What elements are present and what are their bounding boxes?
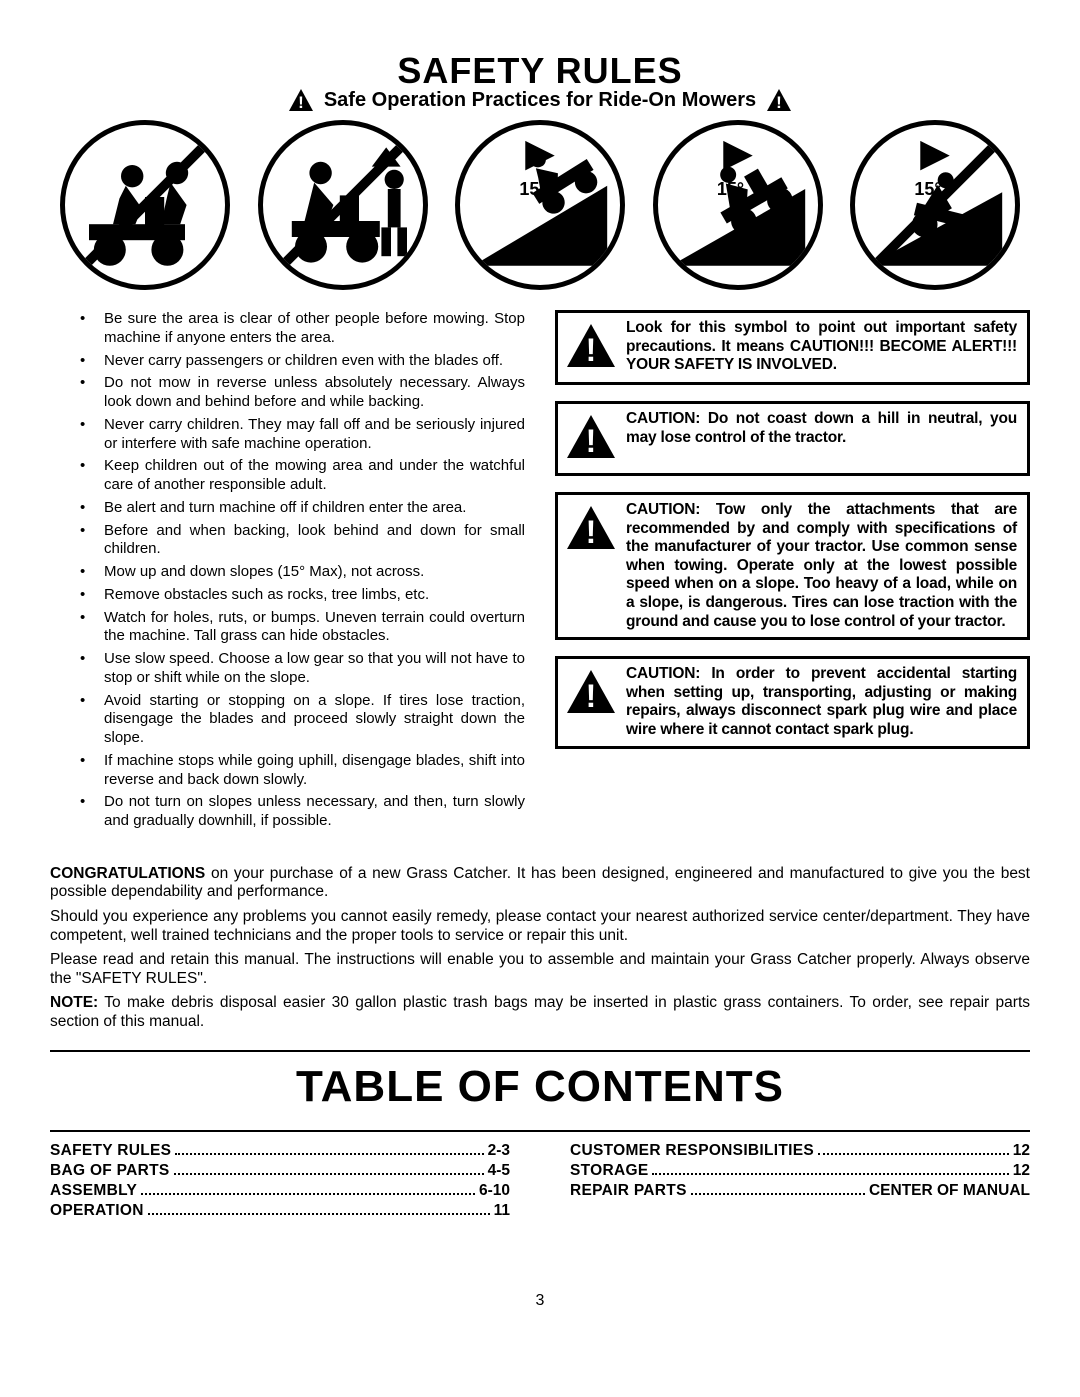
toc-row: ASSEMBLY 6-10 — [50, 1182, 510, 1200]
safety-bullet: Watch for holes, ruts, or bumps. Uneven … — [80, 609, 525, 647]
toc-row: BAG OF PARTS 4-5 — [50, 1162, 510, 1180]
caution-text: Look for this symbol to point out import… — [626, 319, 1017, 375]
toc-page: 2-3 — [488, 1142, 510, 1160]
caution-box: ! CAUTION: In order to prevent accidental… — [555, 656, 1030, 748]
toc-row: STORAGE 12 — [570, 1162, 1030, 1180]
safety-bullet: Before and when backing, look behind and… — [80, 522, 525, 560]
pictogram-no-reverse — [258, 120, 428, 290]
safety-bullet: Use slow speed. Choose a low gear so tha… — [80, 650, 525, 688]
pictogram-no-passenger — [60, 120, 230, 290]
pictogram-slope-tipover: 15° — [455, 120, 625, 290]
safety-bullet: Be alert and turn machine off if childre… — [80, 499, 525, 518]
warning-icon: ! — [288, 88, 314, 112]
svg-text:!: ! — [776, 93, 782, 112]
pictogram-slope-across: 15° — [850, 120, 1020, 290]
toc-label: BAG OF PARTS — [50, 1162, 170, 1180]
pictogram-row: 15° 15° — [50, 120, 1030, 290]
safety-bullet: Never carry children. They may fall off … — [80, 416, 525, 454]
toc-page: 6-10 — [479, 1182, 510, 1200]
svg-text:!: ! — [298, 93, 304, 112]
angle-label: 15° — [717, 135, 758, 200]
caution-box: ! Look for this symbol to point out impor… — [555, 310, 1030, 385]
toc-page: CENTER OF MANUAL — [869, 1182, 1030, 1200]
safety-bullet: Mow up and down slopes (15° Max), not ac… — [80, 563, 525, 582]
caution-boxes: ! Look for this symbol to point out impor… — [555, 310, 1030, 835]
caution-box: ! CAUTION: Do not coast down a hill in ne… — [555, 401, 1030, 476]
safety-bullet: Remove obstacles such as rocks, tree lim… — [80, 586, 525, 605]
toc-label: SAFETY RULES — [50, 1142, 171, 1160]
divider — [50, 1050, 1030, 1052]
safety-bullet: Keep children out of the mowing area and… — [80, 457, 525, 495]
svg-text:!: ! — [586, 678, 597, 714]
page-title: SAFETY RULES — [50, 50, 1030, 92]
toc-row: CUSTOMER RESPONSIBILITIES 12 — [570, 1142, 1030, 1160]
toc-title: TABLE OF CONTENTS — [50, 1062, 1030, 1112]
divider — [50, 1130, 1030, 1132]
svg-text:!: ! — [586, 423, 597, 459]
subtitle: Safe Operation Practices for Ride-On Mow… — [324, 89, 756, 112]
safety-bullet: If machine stops while going uphill, dis… — [80, 752, 525, 790]
safety-bullet: Never carry passengers or children even … — [80, 352, 525, 371]
safety-bullet: Do not mow in reverse unless absolutely … — [80, 374, 525, 412]
toc-row: SAFETY RULES 2-3 — [50, 1142, 510, 1160]
angle-label: 15° — [914, 135, 955, 200]
congrats-section: CONGRATULATIONS on your purchase of a ne… — [50, 865, 1030, 1032]
toc-row: REPAIR PARTS CENTER OF MANUAL — [570, 1182, 1030, 1200]
safety-bullet: Do not turn on slopes unless necessary, … — [80, 793, 525, 831]
warning-icon: ! — [564, 319, 618, 376]
warning-icon: ! — [766, 88, 792, 112]
safety-bullet: Avoid starting or stopping on a slope. I… — [80, 692, 525, 748]
svg-text:!: ! — [586, 332, 597, 368]
caution-text: CAUTION: Tow only the attachments that a… — [626, 501, 1017, 631]
toc-label: REPAIR PARTS — [570, 1182, 687, 1200]
pictogram-slope-updown: 15° — [653, 120, 823, 290]
caution-box: ! CAUTION: Tow only the attachments that … — [555, 492, 1030, 640]
caution-text: CAUTION: Do not coast down a hill in neu… — [626, 410, 1017, 447]
warning-icon: ! — [564, 501, 618, 558]
toc-page: 12 — [1013, 1142, 1030, 1160]
toc-label: STORAGE — [570, 1162, 648, 1180]
angle-label: 15° — [519, 135, 560, 200]
safety-bullets: Be sure the area is clear of other peopl… — [50, 310, 525, 835]
svg-text:!: ! — [586, 514, 597, 550]
toc-page: 12 — [1013, 1162, 1030, 1180]
warning-icon: ! — [564, 665, 618, 722]
caution-text: CAUTION: In order to prevent accidental … — [626, 665, 1017, 739]
toc-row: OPERATION 11 — [50, 1202, 510, 1220]
toc-page: 4-5 — [488, 1162, 510, 1180]
page-number: 3 — [50, 1292, 1030, 1310]
toc-page: 11 — [494, 1202, 510, 1220]
toc-label: CUSTOMER RESPONSIBILITIES — [570, 1142, 814, 1160]
table-of-contents: SAFETY RULES 2-3 BAG OF PARTS 4-5 ASSEMBLY 6-… — [50, 1142, 1030, 1222]
warning-icon: ! — [564, 410, 618, 467]
toc-label: OPERATION — [50, 1202, 144, 1220]
toc-label: ASSEMBLY — [50, 1182, 137, 1200]
safety-bullet: Be sure the area is clear of other peopl… — [80, 310, 525, 348]
subtitle-row: ! Safe Operation Practices for Ride-On M… — [50, 88, 1030, 112]
